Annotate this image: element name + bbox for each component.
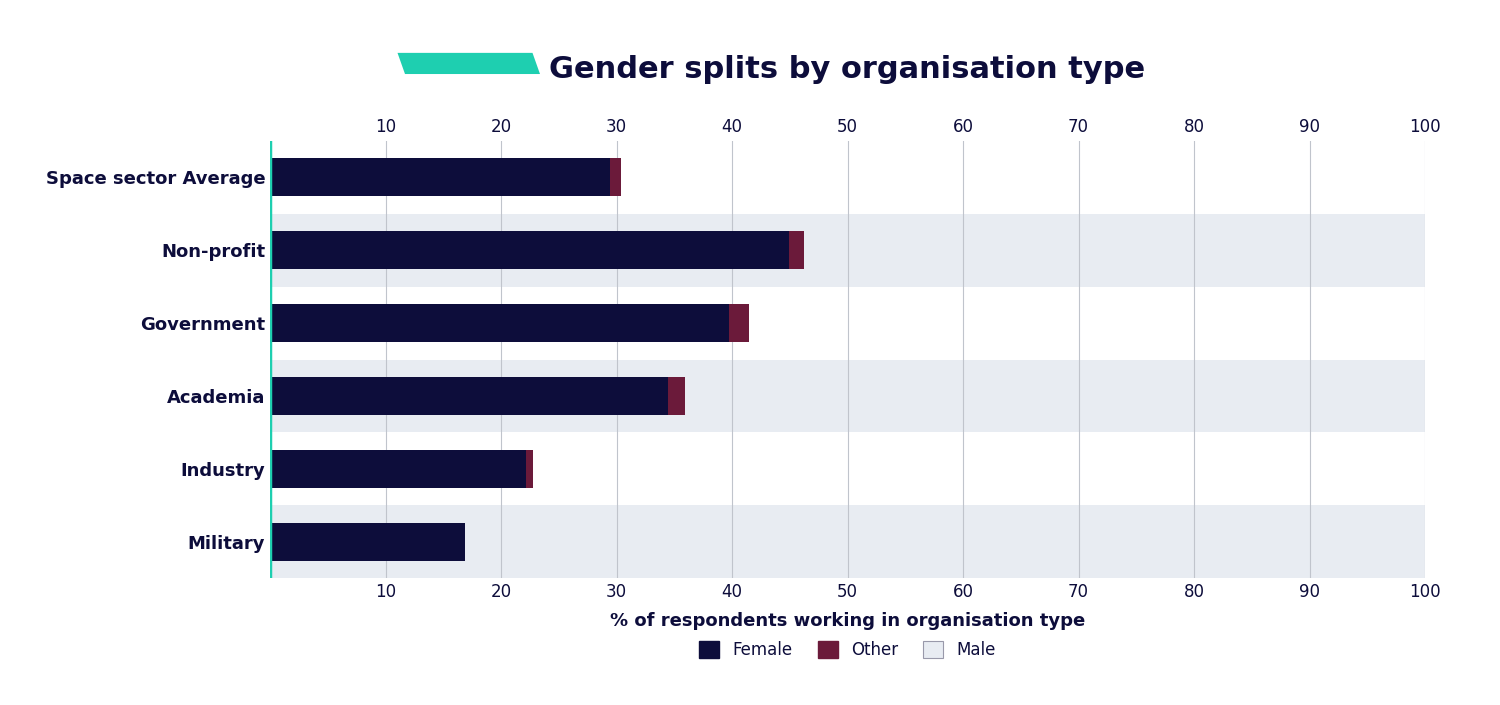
Bar [270, 522, 465, 560]
Bar [270, 505, 1425, 578]
Bar [789, 231, 804, 269]
Bar [270, 377, 669, 415]
Bar [270, 231, 789, 269]
Bar [729, 304, 750, 342]
Bar [270, 141, 1425, 214]
X-axis label: % of respondents working in organisation type: % of respondents working in organisation… [610, 612, 1084, 630]
Title: Gender splits by organisation type: Gender splits by organisation type [549, 56, 1146, 85]
Bar [270, 159, 609, 197]
Bar [270, 214, 1425, 287]
Legend: Female, Other, Male: Female, Other, Male [693, 634, 1002, 666]
Bar [270, 304, 729, 342]
Bar [270, 360, 1425, 432]
Bar [270, 432, 1425, 505]
Bar [669, 377, 684, 415]
Bar [270, 287, 1425, 360]
Bar [270, 450, 526, 488]
Bar [526, 450, 534, 488]
Bar [609, 159, 621, 197]
